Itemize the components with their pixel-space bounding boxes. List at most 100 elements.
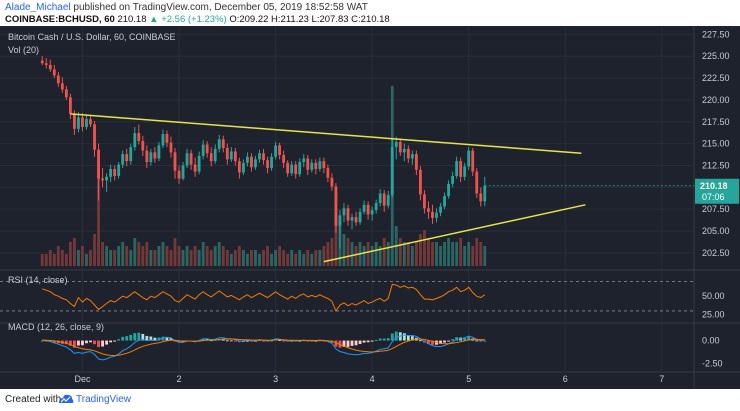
candle-body — [346, 208, 350, 221]
macd-legend: MACD (12, 26, close, 9) — [8, 322, 104, 332]
candle-body — [455, 161, 459, 176]
x-tick-label: 2 — [177, 374, 182, 384]
volume-bar — [310, 254, 314, 266]
volume-bar — [225, 250, 229, 266]
volume-bar — [282, 250, 286, 266]
volume-bar — [201, 242, 205, 266]
macd-histogram-bar — [447, 340, 450, 342]
macd-histogram-bar — [342, 340, 346, 347]
macd-histogram-bar — [378, 338, 382, 341]
candle-body — [278, 145, 282, 155]
y-tick-label: 205.00 — [702, 226, 730, 236]
volume-bar — [133, 238, 137, 266]
volume-bar — [157, 246, 161, 266]
ohlc-values: O:209.22 H:211.23 L:207.83 C:210.18 — [229, 14, 390, 25]
candle-body — [52, 69, 56, 76]
volume-bar — [93, 234, 96, 266]
volume-bar — [435, 242, 438, 266]
rsi-legend: RSI (14, close) — [8, 275, 68, 285]
volume-bar — [137, 242, 141, 266]
volume-bar — [322, 246, 326, 266]
candle-body — [475, 171, 479, 194]
macd-histogram-bar — [169, 338, 173, 341]
macd-histogram-bar — [125, 336, 129, 341]
volume-bar — [290, 250, 294, 266]
candle-body — [274, 145, 277, 157]
volume-bar — [406, 242, 410, 266]
trendline — [323, 204, 586, 263]
volume-bar — [443, 242, 446, 266]
candle-body — [189, 153, 193, 165]
chart-background — [0, 26, 740, 389]
volume-bar — [237, 246, 241, 266]
x-tick-label: 7 — [659, 374, 664, 384]
y-tick-label: 207.50 — [702, 204, 730, 214]
candle-body — [101, 178, 104, 181]
candle-body — [246, 156, 249, 163]
volume-bar — [121, 242, 125, 266]
candle-body — [298, 161, 302, 175]
macd-histogram-bar — [81, 340, 84, 346]
volume-bar — [193, 246, 197, 266]
macd-histogram-bar — [89, 340, 92, 343]
volume-bar — [370, 246, 374, 266]
candle-body — [81, 117, 84, 128]
macd-histogram-bar — [278, 340, 282, 342]
candle-body — [89, 119, 92, 125]
volume-bar — [221, 246, 225, 266]
volume-bar — [165, 246, 169, 266]
x-tick-label: Dec — [74, 374, 91, 384]
volume-bar — [306, 250, 310, 266]
macd-histogram-bar — [246, 340, 249, 342]
rsi-tick-label: 25.00 — [702, 310, 725, 320]
candle-body — [233, 151, 237, 162]
volume-legend: Vol (20) — [8, 45, 39, 55]
header-bar: Alade_Michael published on TradingView.c… — [0, 0, 740, 26]
y-tick-label: 202.50 — [702, 248, 730, 258]
candle-body — [431, 211, 434, 218]
volume-bar — [270, 254, 273, 266]
volume-bar — [173, 238, 177, 266]
countdown-label: 07:06 — [702, 192, 725, 202]
macd-histogram-bar — [370, 340, 374, 342]
volume-bar — [185, 246, 189, 266]
candle-body — [326, 168, 330, 178]
macd-histogram-bar — [358, 340, 362, 344]
published-text: published on TradingView.com, December 0… — [73, 2, 368, 13]
author-link[interactable]: Alade_Michael — [5, 2, 71, 13]
macd-histogram-bar — [209, 340, 213, 342]
candle-body — [225, 148, 229, 160]
y-tick-label: 227.50 — [702, 29, 730, 39]
volume-bar — [129, 250, 133, 266]
volume-bar — [60, 250, 64, 266]
candle-body — [185, 153, 189, 166]
volume-bar — [427, 238, 430, 266]
volume-bar — [161, 242, 165, 266]
tradingview-brand[interactable]: TradingView — [76, 394, 132, 405]
candle-body — [354, 217, 358, 223]
volume-bar — [64, 254, 68, 266]
volume-bar — [141, 246, 145, 266]
candle-body — [467, 150, 471, 167]
volume-bar — [56, 246, 60, 266]
candle-body — [44, 63, 48, 65]
volume-bar — [44, 254, 48, 266]
macd-histogram-bar — [431, 340, 434, 345]
candle-body — [390, 147, 394, 196]
volume-bar — [286, 254, 290, 266]
footer: Created with TradingView — [0, 389, 740, 411]
volume-bar — [342, 234, 346, 266]
last-price-badge — [695, 178, 739, 204]
candle-body — [56, 75, 60, 84]
candle-body — [314, 162, 318, 169]
chart-area[interactable]: Dec234567202.50205.00207.50210.00212.502… — [0, 26, 740, 389]
volume-bar — [229, 254, 233, 266]
volume-bar — [402, 242, 406, 266]
volume-bar — [266, 246, 269, 266]
created-with-text: Created with — [5, 394, 62, 405]
candle-body — [435, 212, 438, 218]
candle-body — [173, 152, 177, 171]
candle-body — [125, 154, 129, 162]
volume-bar — [85, 254, 88, 266]
